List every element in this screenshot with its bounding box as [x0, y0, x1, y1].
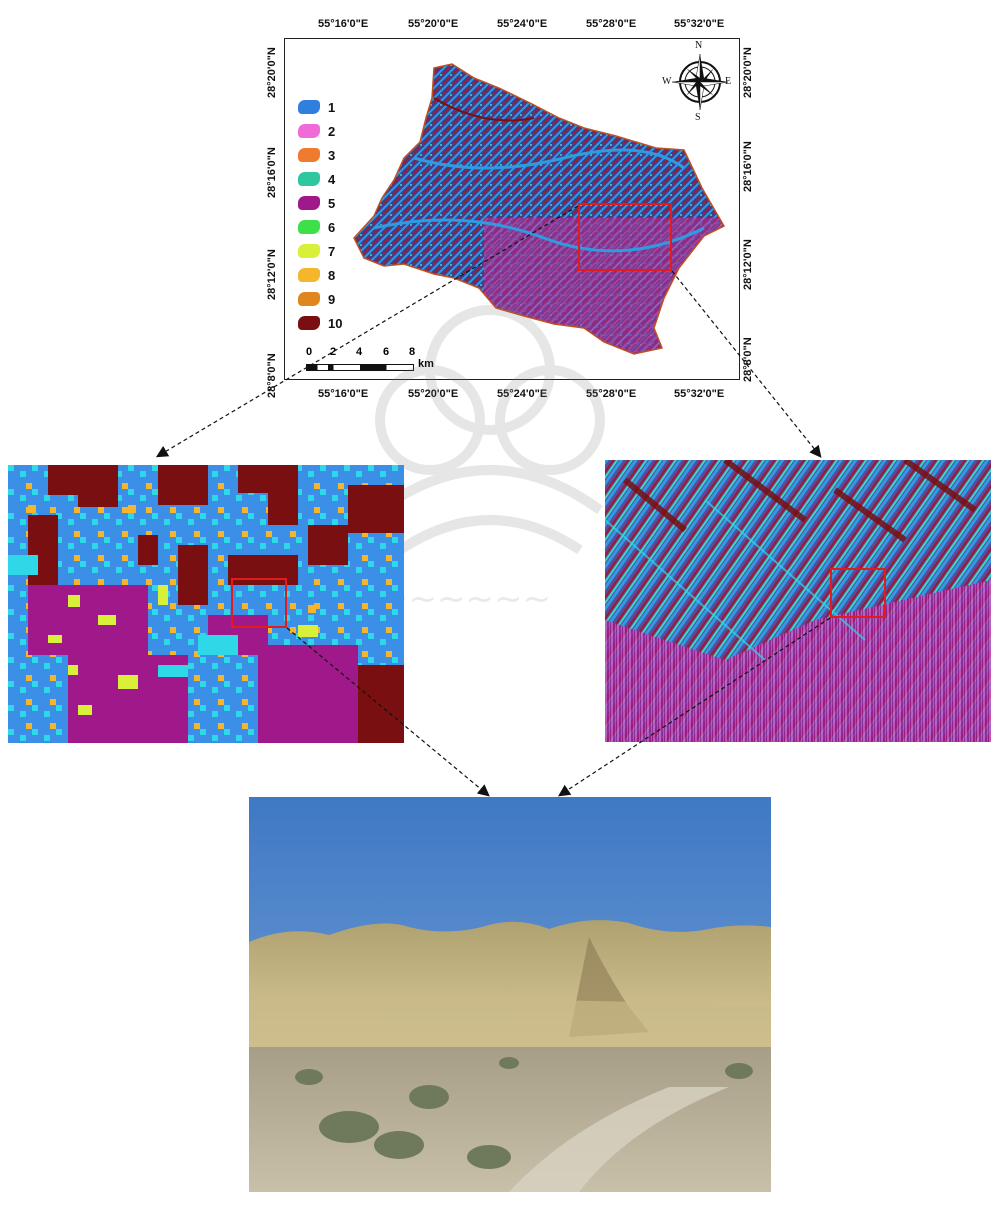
right-latitude-label: 28°8'0"N — [742, 337, 754, 382]
scale-tick-label: 0 — [306, 346, 313, 358]
legend-swatch — [298, 292, 320, 306]
legend-item: 2 — [298, 122, 335, 140]
legend-label: 1 — [328, 99, 336, 115]
legend-label: 9 — [328, 291, 336, 307]
legend-item: 5 — [298, 194, 335, 212]
bottom-longitude-label: 55°24'0"E — [497, 388, 548, 400]
scale-tick-label: 6 — [383, 346, 390, 358]
watermark-text: ~~~~~~ — [380, 579, 551, 619]
legend-item: 9 — [298, 290, 335, 308]
legend-swatch — [298, 148, 320, 162]
zoom-panel-left — [8, 465, 404, 743]
compass-n-label: N — [695, 40, 703, 51]
compass-rose-icon — [671, 53, 729, 111]
legend-label: 8 — [328, 267, 336, 283]
compass-e-label: E — [725, 76, 732, 87]
legend-swatch — [298, 124, 320, 138]
right-latitude-label: 28°12'0"N — [742, 239, 754, 290]
left-latitude-label: 28°12'0"N — [266, 249, 278, 300]
legend-item: 10 — [298, 314, 342, 332]
scale-tick-label: 8 — [409, 346, 416, 358]
scale-bar: 0 2 4 6 8 km — [300, 346, 440, 376]
left-latitude-label: 28°8'0"N — [266, 353, 278, 398]
left-latitude-label: 28°16'0"N — [266, 147, 278, 198]
compass-s-label: S — [695, 112, 701, 123]
legend-label: 5 — [328, 195, 336, 211]
top-longitude-label: 55°16'0"E — [318, 18, 369, 30]
top-longitude-label: 55°20'0"E — [408, 18, 459, 30]
right-latitude-label: 28°16'0"N — [742, 141, 754, 192]
legend-label: 6 — [328, 219, 336, 235]
scale-tick-label: 2 — [330, 346, 337, 358]
legend-swatch — [298, 196, 320, 210]
legend-swatch — [298, 220, 320, 234]
legend-item: 6 — [298, 218, 335, 236]
legend-label: 4 — [328, 171, 336, 187]
left-panel-zoom-box — [231, 578, 287, 628]
scale-tick-label: 4 — [356, 346, 363, 358]
legend-swatch — [298, 244, 320, 258]
legend-swatch — [298, 268, 320, 282]
legend-item: 8 — [298, 266, 335, 284]
right-panel-zoom-box — [830, 568, 886, 618]
bottom-longitude-label: 55°20'0"E — [408, 388, 459, 400]
field-photo — [249, 797, 771, 1192]
legend-swatch — [298, 172, 320, 186]
top-longitude-label: 55°32'0"E — [674, 18, 725, 30]
legend-swatch — [298, 100, 320, 114]
legend-item: 3 — [298, 146, 335, 164]
top-longitude-label: 55°24'0"E — [497, 18, 548, 30]
legend-item: 4 — [298, 170, 335, 188]
scale-unit-label: km — [418, 358, 434, 370]
compass-w-label: W — [662, 76, 672, 87]
legend-label: 3 — [328, 147, 336, 163]
zoom-panel-right — [605, 460, 991, 742]
legend-item: 1 — [298, 98, 335, 116]
top-longitude-label: 55°28'0"E — [586, 18, 637, 30]
legend-label: 2 — [328, 123, 336, 139]
left-latitude-label: 28°20'0"N — [266, 47, 278, 98]
bottom-longitude-label: 55°28'0"E — [586, 388, 637, 400]
legend-label: 10 — [328, 315, 343, 331]
main-map-zoom-box — [578, 203, 672, 271]
legend-swatch — [298, 316, 320, 330]
legend-item: 7 — [298, 242, 335, 260]
bottom-longitude-label: 55°16'0"E — [318, 388, 369, 400]
legend-label: 7 — [328, 243, 336, 259]
bottom-longitude-label: 55°32'0"E — [674, 388, 725, 400]
right-latitude-label: 28°20'0"N — [742, 47, 754, 98]
